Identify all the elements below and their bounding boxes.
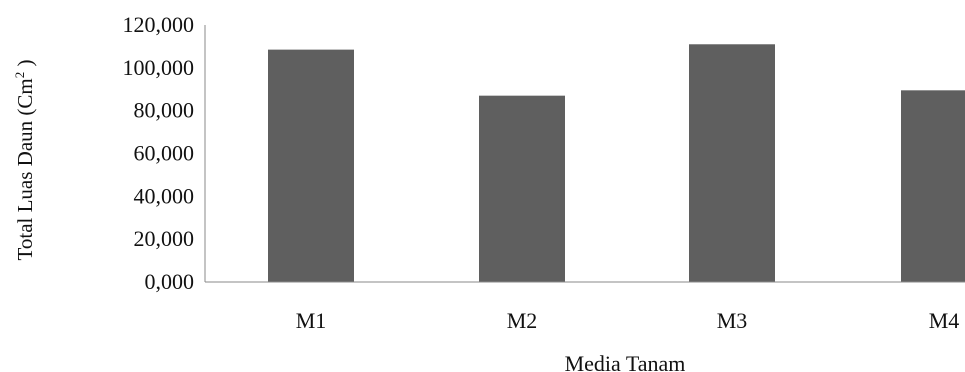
x-axis-title: Media Tanam	[565, 351, 686, 372]
y-tick-label: 60,000	[134, 141, 195, 166]
x-category-label: M2	[507, 308, 538, 333]
bar-m2	[479, 95, 565, 282]
bar-m3	[689, 44, 775, 283]
bars	[268, 44, 965, 283]
y-tick-label: 100,000	[123, 55, 195, 80]
y-tick-label: 80,000	[134, 98, 195, 123]
y-tick-label: 120,000	[123, 12, 195, 37]
bar-m4	[901, 90, 965, 282]
x-category-label: M1	[296, 308, 327, 333]
x-axis-category-labels: M1 M2 M3 M4	[296, 308, 960, 333]
y-tick-label: 20,000	[134, 226, 195, 251]
bar-m1	[268, 49, 354, 282]
x-category-label: M4	[929, 308, 960, 333]
y-tick-label: 40,000	[134, 183, 195, 208]
y-tick-label: 0,000	[145, 269, 195, 294]
x-category-label: M3	[717, 308, 748, 333]
y-axis-title: Total Luas Daun (Cm2 )	[12, 60, 37, 261]
y-axis-tick-labels: 0,000 20,000 40,000 60,000 80,000 100,000 120,…	[123, 12, 195, 294]
